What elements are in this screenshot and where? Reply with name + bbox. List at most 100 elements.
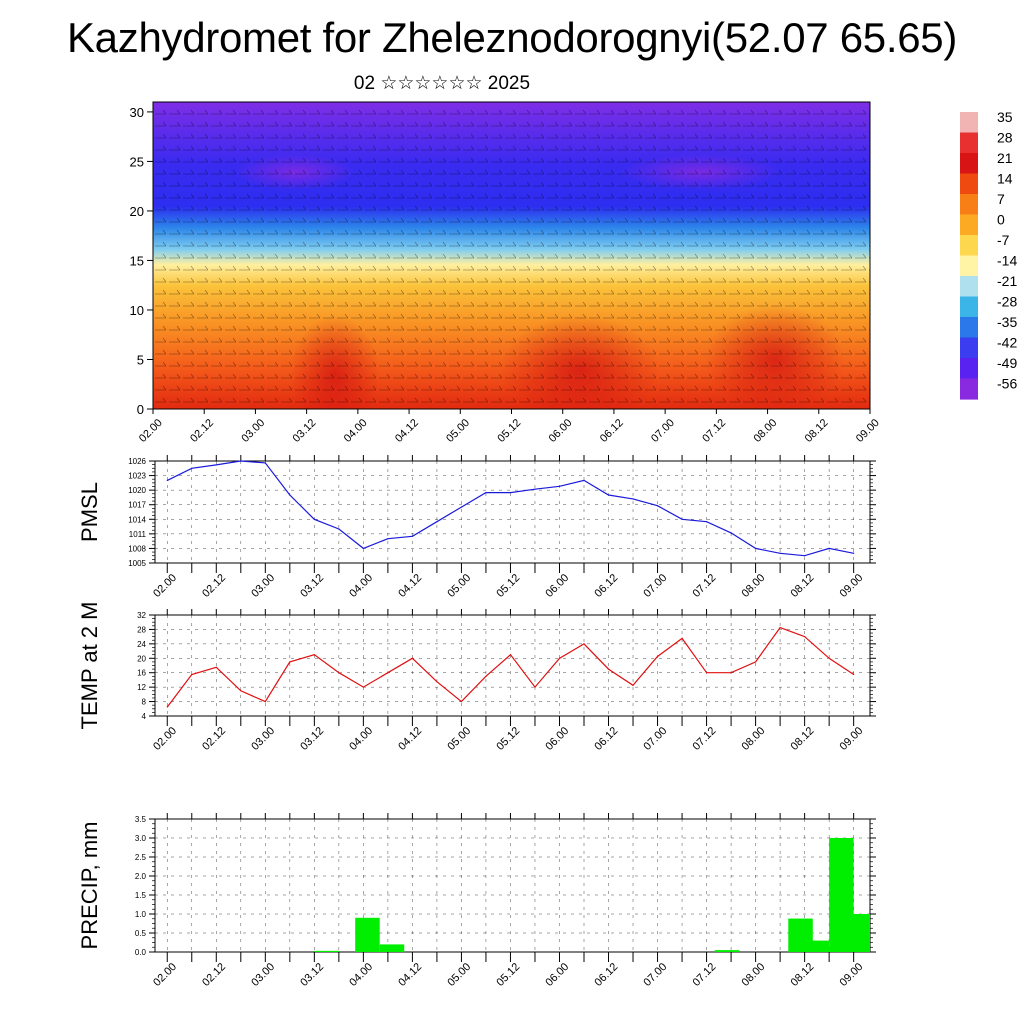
y-tick-label: 0.5 (135, 929, 147, 938)
y-tick-label: 25 (130, 154, 144, 169)
data-point (387, 538, 389, 540)
data-point (166, 479, 168, 482)
data-point (558, 485, 561, 487)
precip-bar (379, 944, 405, 952)
x-tick-label: 05.12 (495, 417, 523, 445)
colorbar-label: 35 (997, 109, 1013, 125)
y-tick-label: 4 (142, 712, 147, 721)
data-point (730, 532, 732, 534)
data-point (534, 686, 536, 688)
x-tick-label: 02.00 (151, 961, 179, 989)
y-tick-label: 3.5 (135, 815, 147, 824)
colorbar-label: -7 (997, 232, 1010, 248)
x-tick-label: 07.12 (690, 725, 718, 753)
data-point (362, 547, 364, 550)
panel-frame (154, 818, 871, 953)
colorbar-swatch (960, 173, 978, 195)
data-point (411, 535, 413, 537)
x-tick-label: 06.00 (543, 572, 571, 600)
data-point (583, 479, 585, 482)
data-point (681, 518, 683, 520)
data-point (166, 706, 168, 708)
data-point (191, 467, 193, 469)
x-tick-label: 09.00 (838, 961, 866, 989)
data-point (755, 547, 757, 550)
colorbar-swatch (960, 112, 978, 134)
y-tick-label: 1.0 (135, 910, 147, 919)
data-point (240, 690, 242, 692)
panel-frame (154, 460, 871, 564)
colorbar-swatch (960, 296, 978, 318)
data-point (289, 494, 291, 496)
x-tick-label: 05.00 (445, 725, 473, 753)
data-point (338, 672, 340, 674)
y-tick-label: 1023 (128, 472, 146, 481)
data-point (362, 686, 364, 688)
data-point (191, 673, 193, 676)
x-tick-label: 03.00 (249, 961, 277, 989)
x-tick-label: 02.00 (137, 417, 165, 445)
y-tick-label: 1026 (128, 457, 146, 466)
x-tick-label: 06.12 (592, 572, 620, 600)
x-tick-label: 07.12 (690, 961, 718, 989)
colorbar-swatch (960, 337, 978, 359)
data-point (240, 460, 242, 462)
data-point (705, 672, 708, 674)
data-point (656, 505, 659, 507)
colorbar-label: -21 (997, 273, 1017, 289)
y-tick-label: 1.5 (135, 891, 147, 900)
colorbar-label: -42 (997, 335, 1017, 351)
data-point (313, 654, 315, 656)
y-tick-label: 2.5 (135, 853, 147, 862)
x-tick-label: 04.12 (396, 572, 424, 600)
precip-bar (714, 950, 740, 952)
x-tick-label: 04.00 (342, 417, 370, 445)
x-tick-label: 03.00 (239, 417, 267, 445)
y-tick-label: 2.0 (135, 872, 147, 881)
temperature-cross-section: 0 5 10 15 20 25 30 02.00 02.12 03.00 03.12 04.00 04… (130, 101, 882, 445)
data-point (779, 627, 781, 629)
data-point (632, 684, 634, 686)
data-point (583, 643, 585, 645)
colorbar-label: 28 (997, 130, 1013, 146)
colorbar-swatch (960, 255, 978, 277)
data-point (656, 655, 659, 658)
x-tick-label: 07.12 (690, 572, 718, 600)
data-point (436, 681, 438, 683)
x-tick-label: 06.00 (543, 961, 571, 989)
x-tick-label: 03.00 (249, 572, 277, 600)
y-tick-label: 1017 (128, 501, 146, 510)
x-tick-label: 02.12 (200, 961, 228, 989)
x-tick-label: 03.12 (298, 725, 326, 753)
x-tick-label: 07.12 (700, 417, 728, 445)
chart-title: Kazhydromet for Zheleznodorognyi(52.07 6… (66, 14, 958, 61)
y-tick-label: 1008 (128, 544, 146, 553)
x-tick-label: 03.12 (291, 417, 319, 445)
wind-barbs (153, 102, 870, 409)
x-tick-label: 04.00 (347, 961, 375, 989)
x-tick-label: 09.00 (854, 417, 882, 445)
precip-bar (314, 950, 339, 952)
y-tick-label: 28 (137, 625, 146, 634)
data-point (387, 672, 389, 674)
x-tick-label: 07.00 (641, 572, 669, 600)
y-axis-label: TEMP at 2 M (77, 602, 102, 730)
data-point (632, 498, 634, 500)
x-tick-label: 05.12 (494, 961, 522, 989)
x-tick-label: 04.12 (396, 961, 424, 989)
data-point (460, 506, 463, 508)
x-tick-label: 03.12 (298, 961, 326, 989)
data-point (509, 654, 512, 656)
colorbar-label: -35 (997, 314, 1017, 330)
data-point (828, 657, 830, 659)
data-point (607, 494, 610, 496)
data-point (411, 657, 413, 659)
y-tick-label: 8 (142, 698, 147, 707)
chart-subtitle: 02 ☆☆☆☆☆☆ 2025 (353, 73, 531, 94)
x-tick-label: 04.00 (347, 572, 375, 600)
colorbar-swatch (960, 276, 978, 298)
x-tick-label: 08.12 (789, 572, 817, 600)
x-tick-label: 06.12 (598, 417, 626, 445)
data-point (607, 668, 610, 670)
